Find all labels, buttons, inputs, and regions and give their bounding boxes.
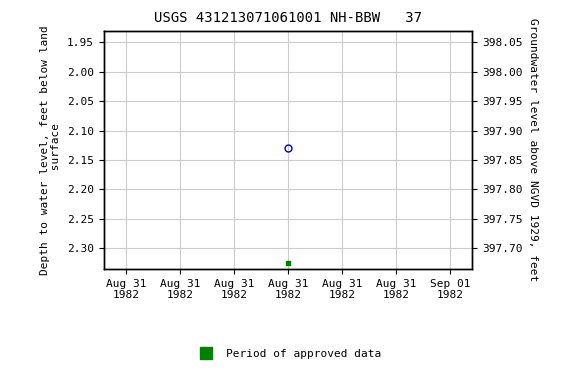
Legend: Period of approved data: Period of approved data [191, 344, 385, 363]
Y-axis label: Depth to water level, feet below land
 surface: Depth to water level, feet below land su… [40, 25, 62, 275]
Y-axis label: Groundwater level above NGVD 1929, feet: Groundwater level above NGVD 1929, feet [528, 18, 538, 281]
Title: USGS 431213071061001 NH-BBW   37: USGS 431213071061001 NH-BBW 37 [154, 12, 422, 25]
